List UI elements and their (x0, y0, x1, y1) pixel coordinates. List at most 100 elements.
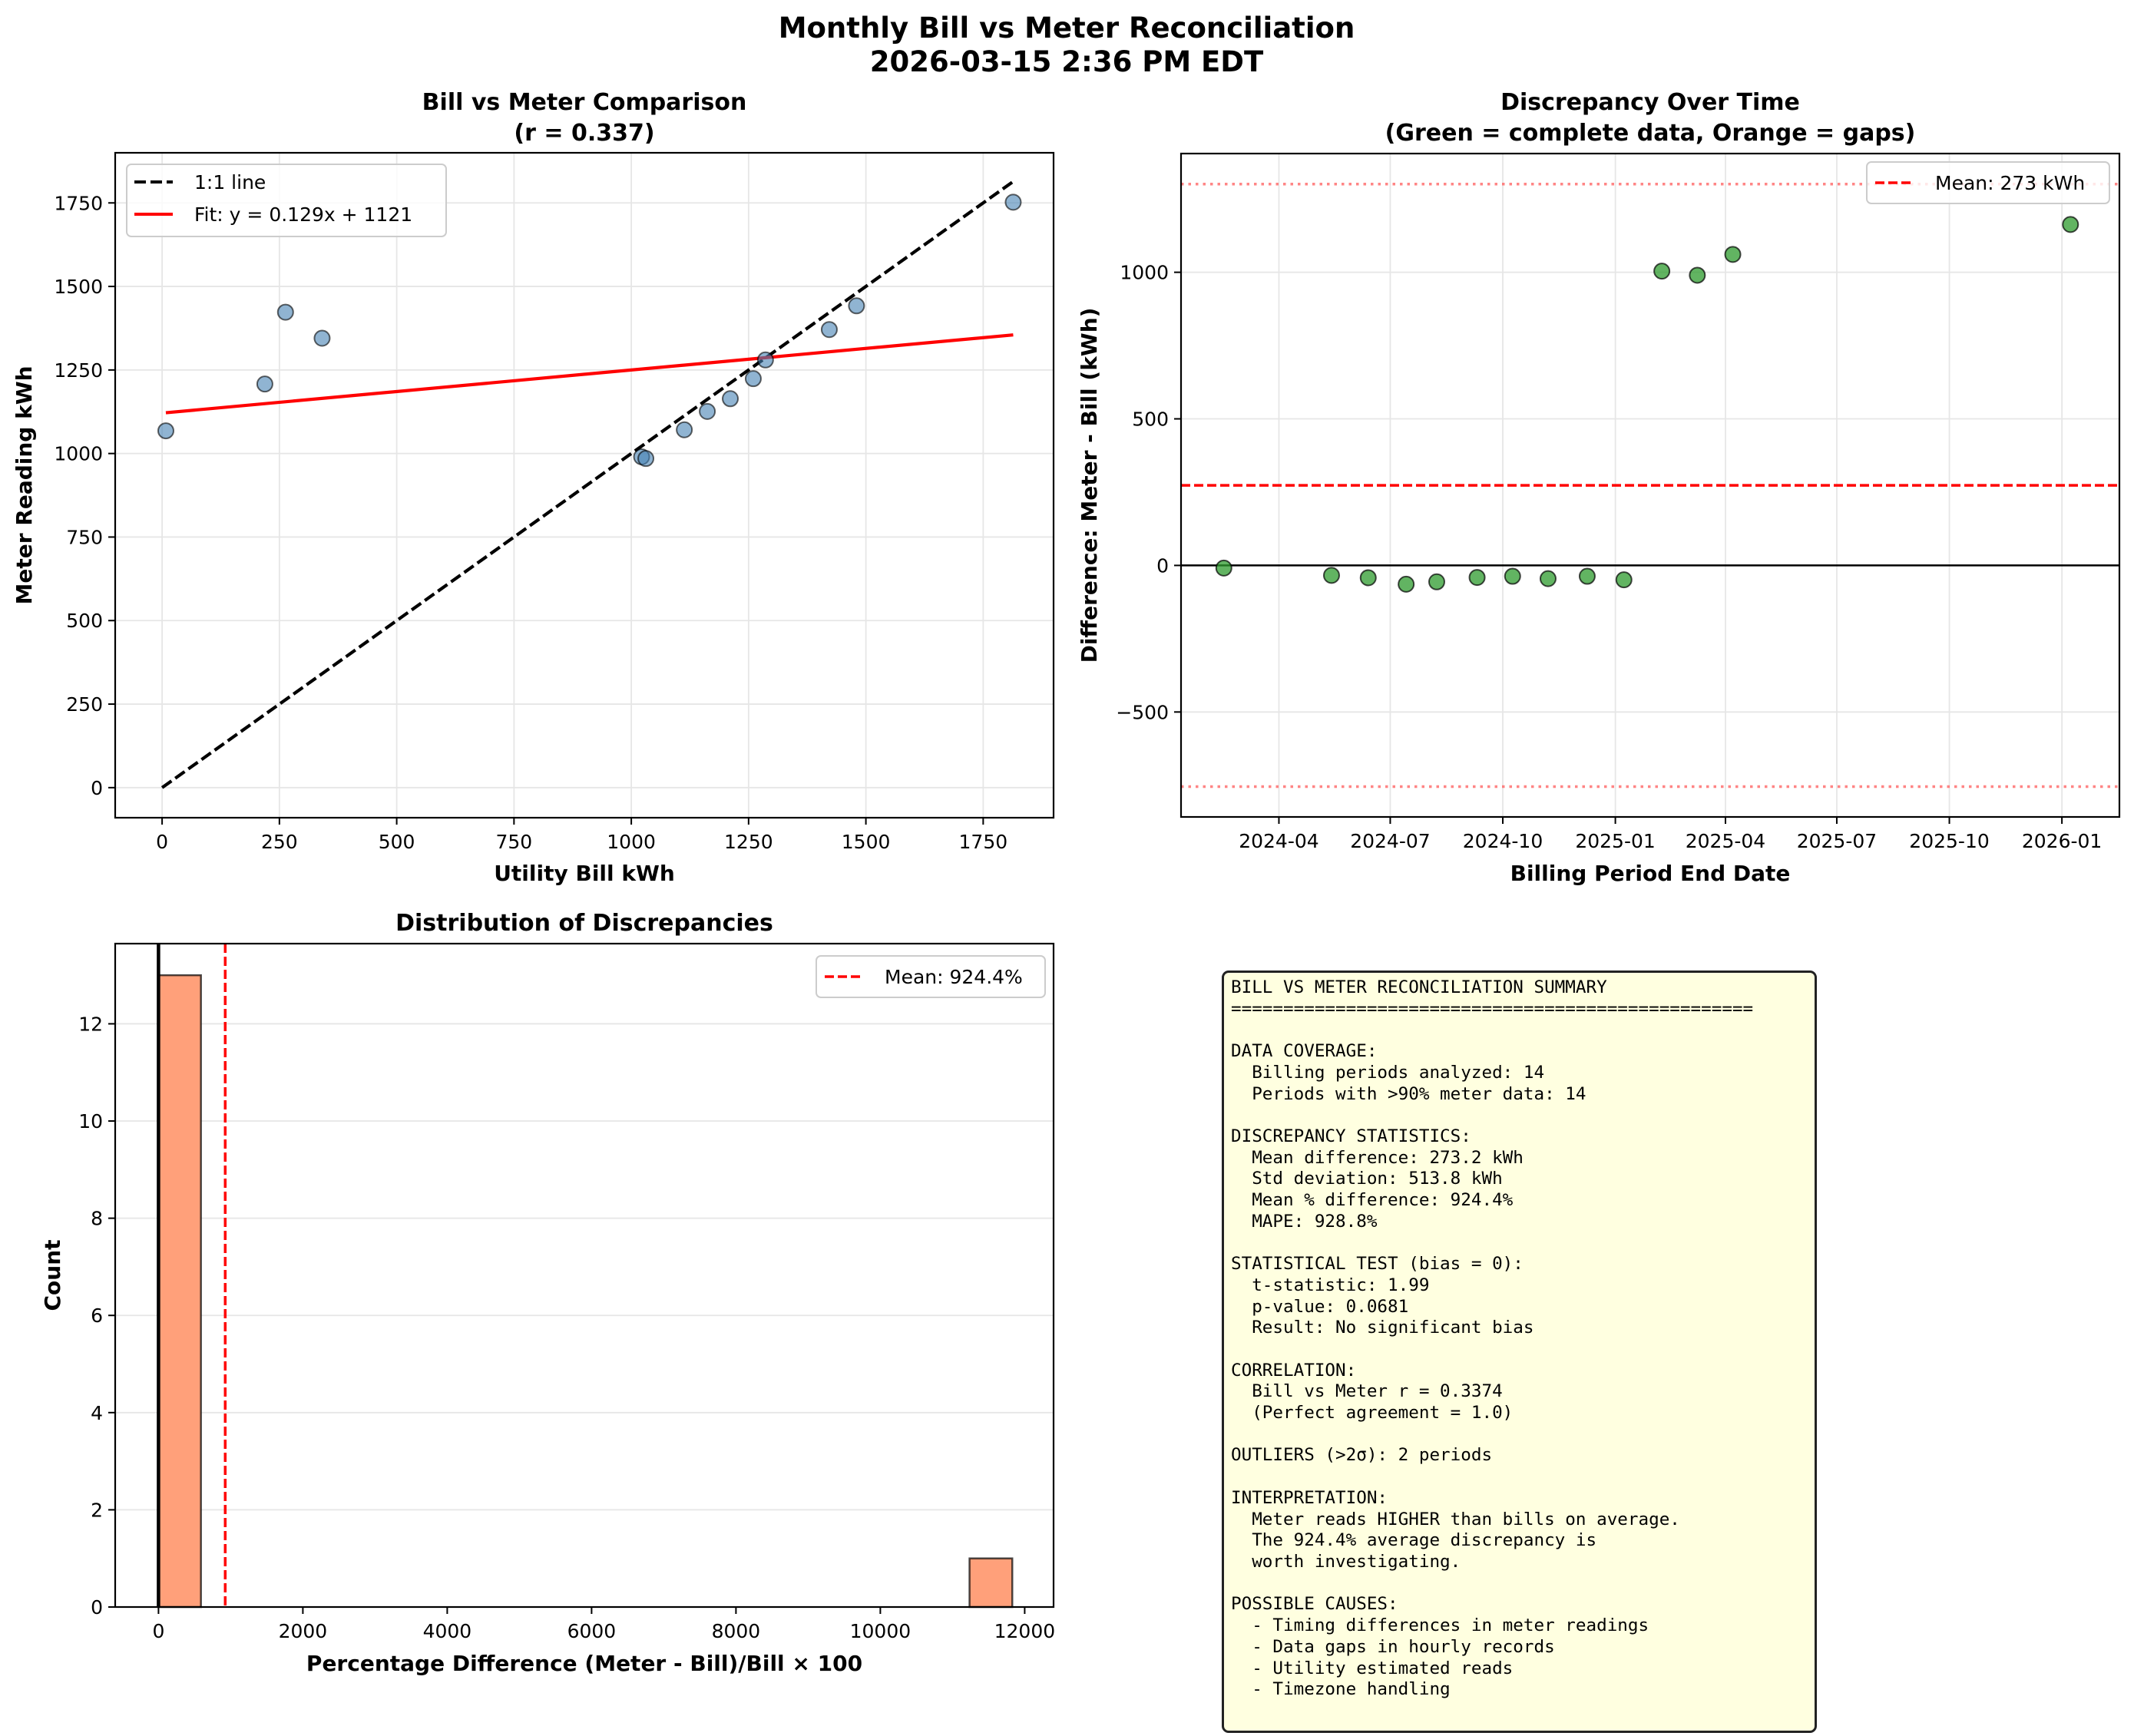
ax2-xtick-label: 2024-10 (1463, 830, 1543, 852)
ax1-xtick-label: 750 (495, 831, 532, 853)
ax3-ytick-label: 6 (91, 1304, 103, 1327)
ax2-xlabel: Billing Period End Date (1510, 861, 1791, 886)
ax2-ytick-label: 0 (1156, 554, 1169, 577)
discrepancy-point (1504, 567, 1521, 585)
ax1-xtick-label: 250 (261, 831, 298, 853)
scatter-point (637, 450, 655, 468)
scatter-point (744, 370, 762, 388)
ax2-xtick-label: 2025-07 (1797, 830, 1877, 852)
ax3-xlabel: Percentage Difference (Meter - Bill)/Bil… (306, 1651, 862, 1676)
ax2-xtick-label: 2026-01 (2022, 830, 2102, 852)
legend-label-mean-pct: Mean: 924.4% (885, 966, 1023, 988)
histogram-bar (157, 974, 202, 1609)
ax3-xtick-label: 6000 (567, 1620, 617, 1642)
ax3-xtick-label: 10000 (850, 1620, 911, 1642)
ax3-xtick-label: 4000 (423, 1620, 472, 1642)
ax1-xtick-label: 1250 (724, 831, 773, 853)
scatter-point (699, 402, 716, 420)
ax1-xtick-label: 1750 (959, 831, 1008, 853)
ax1-ylabel: Meter Reading kWh (12, 365, 37, 604)
scatter-point (1004, 193, 1022, 211)
one-to-one-line (160, 180, 1014, 789)
ax2-xtick-label: 2025-10 (1909, 830, 1989, 852)
scatter-point (676, 421, 693, 438)
ax1-ytick-label: 1500 (54, 276, 103, 298)
ax1-xtick-label: 1500 (842, 831, 891, 853)
discrepancy-point (1615, 571, 1633, 589)
legend-label-1to1-line: 1:1 line (194, 171, 266, 193)
discrepancy-point (1689, 266, 1706, 284)
histogram-bar (968, 1557, 1014, 1609)
ax2-legend-frame (1866, 161, 2110, 204)
fit-line (165, 333, 1014, 415)
ax2-ytick-label: −500 (1116, 701, 1169, 723)
ax1-xtick-label: 1000 (607, 831, 656, 853)
discrepancy-point (1359, 569, 1377, 587)
ax2-legend: Mean: 273 kWh (1866, 161, 2110, 204)
ax3-ytick-label: 0 (91, 1596, 103, 1619)
ax2-xtick-label: 2025-01 (1575, 830, 1655, 852)
summary-text: BILL VS METER RECONCILIATION SUMMARY ===… (1231, 977, 1754, 1700)
ax3-ytick-label: 8 (91, 1208, 103, 1230)
scatter-point (157, 422, 174, 440)
discrepancy-point (1468, 569, 1486, 587)
ax1-legend: 1:1 line Fit: y = 0.129x + 1121 (126, 164, 447, 237)
ax1-xtick-label: 500 (379, 831, 415, 853)
ax2-xtick-label: 2025-04 (1686, 830, 1765, 852)
ax2-ytick-label: 500 (1132, 408, 1169, 431)
discrepancy-point (1539, 570, 1557, 587)
discrepancy-point (1322, 567, 1340, 584)
ax2-frame (1179, 152, 2121, 818)
ax1-ytick-label: 750 (66, 526, 103, 548)
ax1-ytick-label: 1000 (54, 443, 103, 465)
discrepancy-point (1724, 246, 1742, 263)
ax3-legend: Mean: 924.4% (816, 955, 1046, 998)
ax2-title-line2: (Green = complete data, Orange = gaps) (1385, 120, 1916, 147)
scatter-point (276, 303, 294, 321)
ax3-legend-frame (816, 955, 1046, 998)
ax2-title-line1: Discrepancy Over Time (1500, 89, 1800, 116)
bill-vs-meter-panel: Bill vs Meter Comparison (r = 0.337) 0 25… (12, 89, 1055, 886)
ax3-xtick-label: 12000 (994, 1620, 1056, 1642)
ax2-xtick-label: 2024-07 (1350, 830, 1430, 852)
ax1-ytick-label: 1250 (54, 359, 103, 382)
ax3-xtick-label: 0 (152, 1620, 164, 1642)
ax3-ytick-label: 12 (78, 1013, 103, 1035)
ax1-title-line1: Bill vs Meter Comparison (422, 89, 747, 116)
scatter-point (820, 321, 838, 339)
ax1-xlabel: Utility Bill kWh (494, 861, 675, 886)
ax1-grid (115, 153, 1054, 818)
ax3-ylabel: Count (40, 1239, 65, 1311)
discrepancy-point (2062, 216, 2079, 233)
ax1-ytick-label: 1750 (54, 192, 103, 214)
ax1-title-line2: (r = 0.337) (514, 120, 654, 147)
ax2-ytick-label: 1000 (1120, 262, 1169, 284)
ax2-grid (1181, 154, 2119, 817)
ax1-ytick-label: 0 (91, 777, 103, 799)
ax3-xtick-label: 8000 (712, 1620, 761, 1642)
ax1-xtick-label: 0 (156, 831, 168, 853)
ax3-ytick-label: 2 (91, 1499, 103, 1521)
discrepancy-over-time-panel: Discrepancy Over Time (Green = complete … (1077, 89, 2121, 886)
discrepancy-point (1578, 567, 1596, 585)
legend-label-fit-line: Fit: y = 0.129x + 1121 (194, 203, 412, 226)
ax1-frame (114, 151, 1055, 819)
discrepancy-point (1428, 573, 1445, 590)
ax3-frame (114, 942, 1055, 1609)
ax3-grid (115, 1023, 1054, 1511)
ax2-xtick-label: 2024-04 (1239, 830, 1318, 852)
scatter-point (313, 329, 331, 347)
ax1-ytick-label: 250 (66, 693, 103, 716)
ax2-ylabel: Difference: Meter - Bill (kWh) (1077, 308, 1102, 663)
scatter-point (256, 375, 273, 393)
discrepancy-point (1653, 263, 1671, 280)
ax3-title: Distribution of Discrepancies (395, 910, 773, 937)
scatter-point (848, 297, 865, 315)
ax3-ytick-label: 10 (78, 1110, 103, 1133)
legend-label-mean: Mean: 273 kWh (1935, 172, 2085, 194)
figure-title: Monthly Bill vs Meter Reconciliation (779, 12, 1355, 45)
ax3-ytick-label: 4 (91, 1402, 103, 1424)
figure-timestamp: 2026-03-15 2:36 PM EDT (870, 45, 1264, 78)
distribution-panel: Distribution of Discrepancies 0246810120… (40, 910, 1055, 1676)
ax1-ytick-label: 500 (66, 610, 103, 632)
